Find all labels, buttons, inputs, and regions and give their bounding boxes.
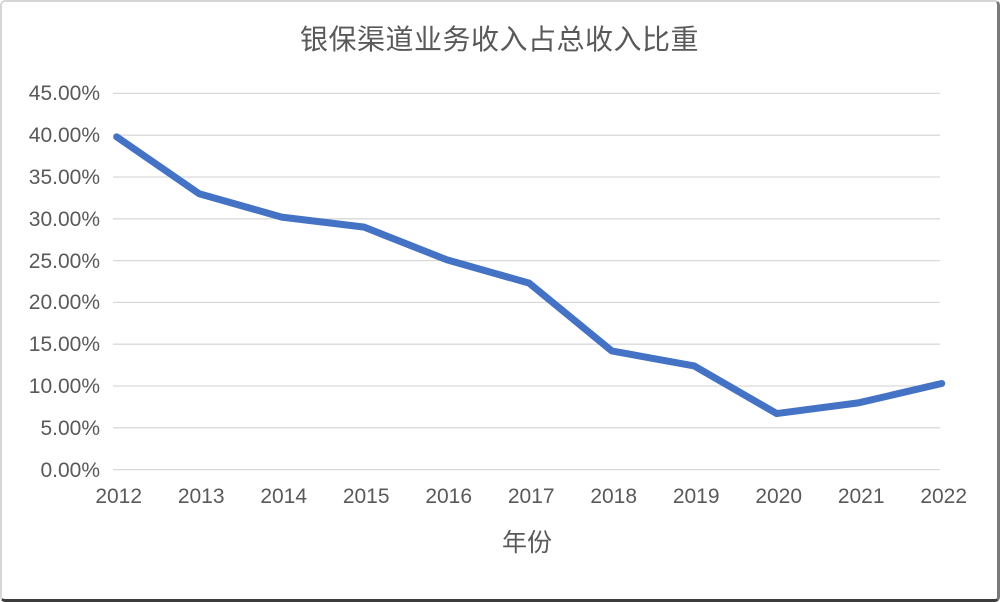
chart-title: 银保渠道业务收入占总收入比重 <box>299 24 699 55</box>
x-tick-label: 2017 <box>507 485 555 508</box>
y-tick-label: 25.00% <box>28 249 100 273</box>
x-tick-label: 2016 <box>425 485 473 508</box>
y-tick-label: 15.00% <box>28 333 100 357</box>
x-tick-label: 2021 <box>837 485 885 508</box>
y-tick-label: 35.00% <box>28 166 100 189</box>
x-tick-label: 2014 <box>260 485 308 508</box>
y-tick-label: 10.00% <box>28 375 100 398</box>
x-tick-label: 2019 <box>672 485 720 508</box>
x-tick-label: 2018 <box>590 485 638 508</box>
x-tick-label: 2015 <box>342 485 390 508</box>
x-tick-label: 2022 <box>920 485 968 508</box>
y-tick-label: 45.00% <box>28 82 100 106</box>
y-tick-label: 40.00% <box>28 124 100 148</box>
data-line <box>113 133 946 418</box>
y-tick-label: 30.00% <box>28 207 100 231</box>
x-tick-label: 2020 <box>755 485 803 508</box>
y-tick-label: 0.00% <box>40 458 100 482</box>
y-tick-label: 5.00% <box>40 416 100 440</box>
x-axis-title: 年份 <box>501 529 552 557</box>
x-tick-label: 2012 <box>95 485 143 508</box>
y-tick-label: 20.00% <box>28 291 100 315</box>
x-tick-label: 2013 <box>177 485 225 508</box>
